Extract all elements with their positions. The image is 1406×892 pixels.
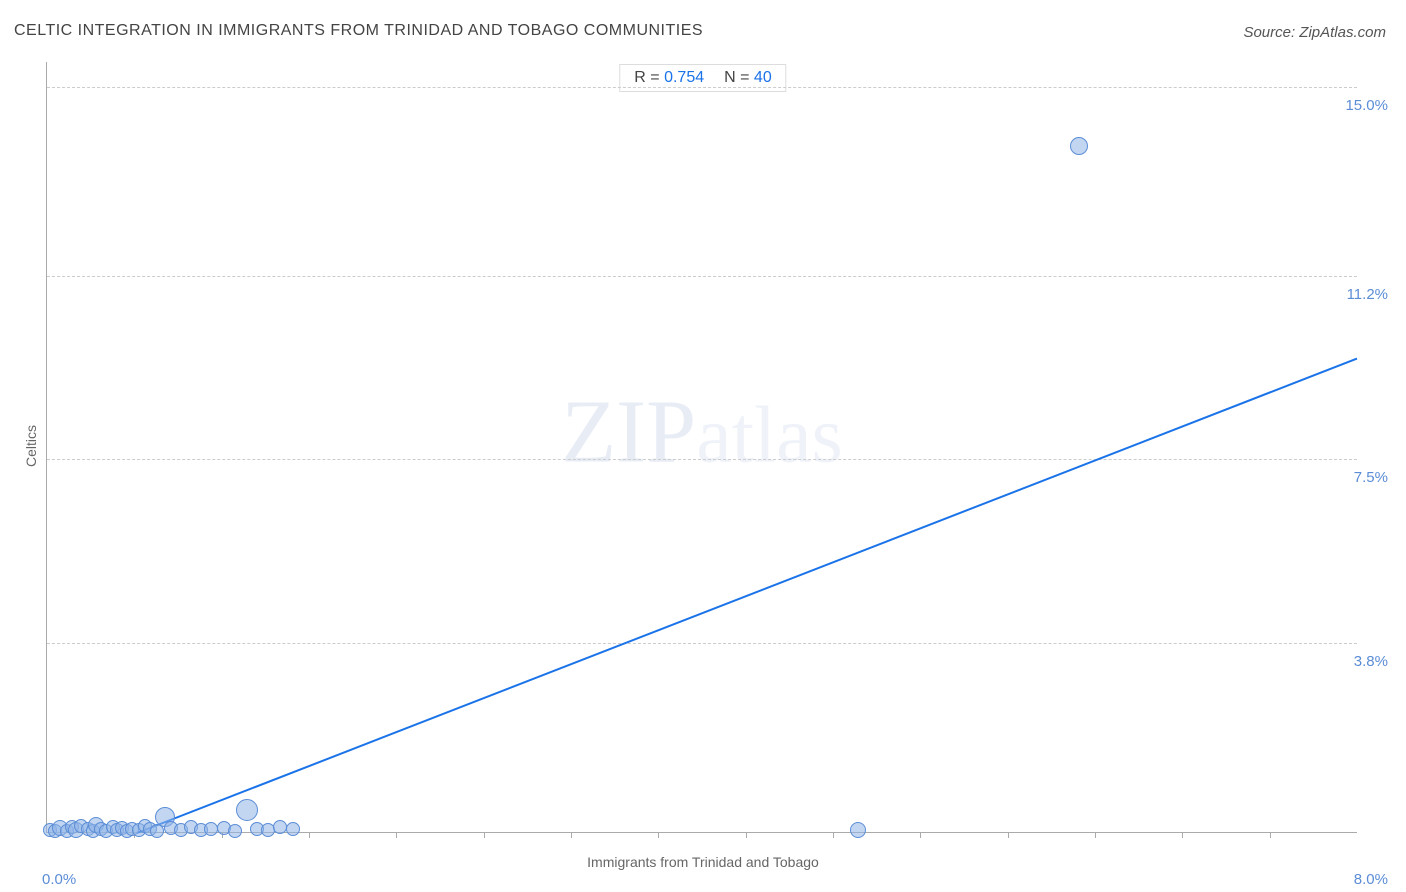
gridline: [47, 276, 1357, 277]
scatter-point: [850, 822, 866, 838]
x-tick: [658, 832, 659, 838]
scatter-point: [1070, 137, 1088, 155]
x-tick: [396, 832, 397, 838]
x-axis-label: Immigrants from Trinidad and Tobago: [0, 854, 1406, 870]
x-tick: [1270, 832, 1271, 838]
regression-line: [137, 358, 1358, 834]
watermark-big: ZIP: [561, 382, 696, 481]
scatter-point: [228, 824, 242, 838]
scatter-point: [236, 799, 258, 821]
x-tick-max: 8.0%: [1354, 871, 1388, 888]
x-tick: [1182, 832, 1183, 838]
y-tick-label: 7.5%: [1328, 469, 1388, 486]
x-tick: [309, 832, 310, 838]
y-tick-label: 11.2%: [1328, 286, 1388, 303]
y-axis-label: Celtics: [23, 425, 39, 467]
plot-area: ZIPatlas: [46, 62, 1357, 833]
x-tick-min: 0.0%: [42, 871, 76, 888]
x-tick: [484, 832, 485, 838]
scatter-point: [273, 820, 287, 834]
gridline: [47, 87, 1357, 88]
x-tick: [571, 832, 572, 838]
y-tick-label: 15.0%: [1328, 97, 1388, 114]
scatter-point: [286, 822, 300, 836]
x-tick: [746, 832, 747, 838]
x-tick: [1095, 832, 1096, 838]
gridline: [47, 643, 1357, 644]
chart-title: CELTIC INTEGRATION IN IMMIGRANTS FROM TR…: [14, 22, 703, 40]
x-tick: [833, 832, 834, 838]
gridline: [47, 459, 1357, 460]
x-tick: [920, 832, 921, 838]
watermark-small: atlas: [696, 391, 843, 479]
source-label: Source: ZipAtlas.com: [1243, 24, 1386, 41]
x-tick: [1008, 832, 1009, 838]
y-tick-label: 3.8%: [1328, 653, 1388, 670]
watermark: ZIPatlas: [561, 380, 843, 483]
scatter-point: [204, 822, 218, 836]
